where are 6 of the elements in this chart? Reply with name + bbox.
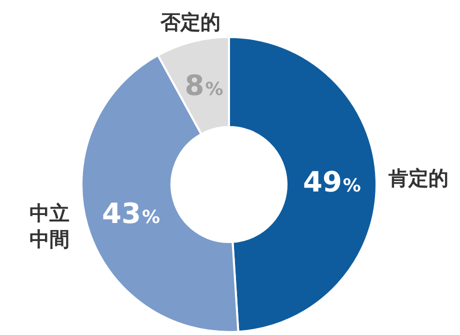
data-label: 8% <box>184 69 224 102</box>
slice-label: 否定的 <box>159 10 220 34</box>
data-label: 49% <box>302 165 361 198</box>
slice-label: 肯定的 <box>387 166 448 190</box>
slice-label: 中立中間 <box>30 201 70 252</box>
data-label: 43% <box>102 197 160 230</box>
